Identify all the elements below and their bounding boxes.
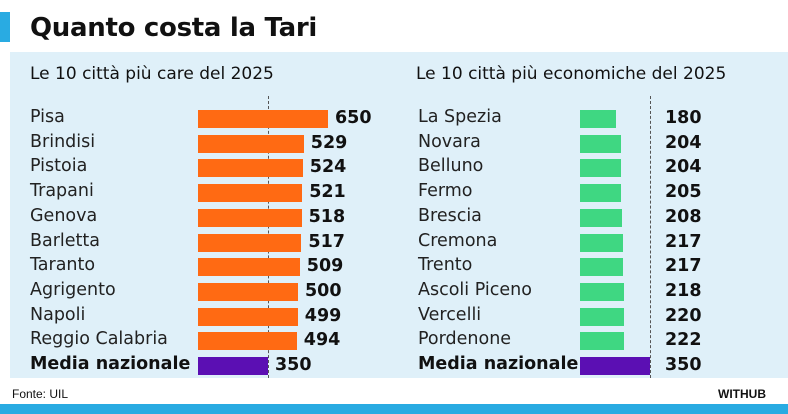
value-label: 494 bbox=[303, 330, 341, 351]
value-label: 204 bbox=[665, 157, 702, 178]
page-title: Quanto costa la Tari bbox=[30, 13, 317, 43]
value-label: 220 bbox=[665, 305, 702, 326]
city-bar bbox=[198, 184, 303, 203]
city-label: Ascoli Piceno bbox=[418, 279, 532, 300]
city-label: Genova bbox=[30, 205, 98, 226]
average-value-label: 350 bbox=[275, 355, 312, 375]
value-label: 208 bbox=[665, 206, 702, 227]
value-label: 222 bbox=[665, 330, 702, 351]
value-label: 521 bbox=[309, 182, 346, 203]
city-bar bbox=[580, 159, 621, 178]
average-label: Media nazionale bbox=[30, 354, 191, 374]
city-label: Pisa bbox=[30, 107, 65, 127]
source-note: Fonte: UIL bbox=[12, 387, 69, 401]
value-label: 518 bbox=[308, 206, 346, 227]
value-label: 218 bbox=[665, 280, 702, 301]
value-label: 204 bbox=[665, 132, 702, 153]
city-bar bbox=[580, 208, 622, 227]
city-bar bbox=[580, 258, 624, 277]
city-label: Agrigento bbox=[30, 279, 116, 300]
value-label: 500 bbox=[305, 280, 342, 301]
city-label: La Spezia bbox=[418, 107, 502, 127]
city-label: Taranto bbox=[30, 255, 96, 276]
city-label: Pistoia bbox=[30, 156, 88, 177]
average-bar bbox=[198, 357, 268, 375]
value-label: 217 bbox=[665, 231, 702, 252]
right-average-reference-line bbox=[650, 96, 651, 378]
city-bar bbox=[580, 134, 621, 153]
value-label: 517 bbox=[308, 231, 345, 252]
accent-bar bbox=[0, 12, 10, 42]
city-bar bbox=[198, 208, 302, 227]
value-label: 499 bbox=[304, 305, 342, 326]
right-chart-title: Le 10 città più economiche del 2025 bbox=[416, 64, 727, 84]
city-bar bbox=[198, 258, 300, 277]
city-bar bbox=[198, 159, 303, 178]
city-bar bbox=[580, 184, 621, 203]
value-label: 217 bbox=[665, 256, 702, 277]
city-bar bbox=[198, 282, 298, 301]
city-label: Pordenone bbox=[418, 329, 512, 350]
brand-logo: WITHUB bbox=[718, 387, 766, 401]
city-label: Novara bbox=[418, 131, 481, 152]
city-bar bbox=[580, 332, 625, 351]
city-bar bbox=[580, 110, 616, 128]
city-label: Brindisi bbox=[30, 131, 96, 152]
city-bar bbox=[198, 332, 297, 351]
value-label: 180 bbox=[665, 108, 702, 128]
average-value-label: 350 bbox=[665, 355, 702, 375]
city-label: Napoli bbox=[30, 304, 86, 325]
value-label: 650 bbox=[335, 108, 372, 128]
city-label: Barletta bbox=[30, 230, 100, 251]
value-label: 205 bbox=[665, 182, 702, 203]
city-label: Reggio Calabria bbox=[30, 329, 168, 350]
city-label: Cremona bbox=[418, 230, 498, 251]
city-bar bbox=[198, 134, 304, 153]
city-label: Belluno bbox=[418, 156, 484, 177]
chart-panel bbox=[10, 52, 788, 378]
city-bar bbox=[198, 110, 328, 128]
city-label: Fermo bbox=[418, 181, 473, 202]
average-bar bbox=[580, 357, 650, 375]
bottom-accent-bar bbox=[0, 404, 788, 414]
city-bar bbox=[580, 282, 624, 301]
average-label: Media nazionale bbox=[418, 354, 579, 374]
city-bar bbox=[198, 307, 298, 326]
left-chart-title: Le 10 città più care del 2025 bbox=[30, 64, 274, 84]
value-label: 509 bbox=[306, 256, 344, 277]
city-label: Trapani bbox=[30, 181, 94, 202]
value-label: 529 bbox=[310, 132, 348, 153]
city-bar bbox=[580, 307, 624, 326]
city-bar bbox=[580, 233, 624, 252]
city-label: Brescia bbox=[418, 205, 482, 226]
value-label: 524 bbox=[309, 157, 347, 178]
city-label: Trento bbox=[418, 255, 473, 276]
city-bar bbox=[198, 233, 302, 252]
city-label: Vercelli bbox=[418, 304, 482, 325]
